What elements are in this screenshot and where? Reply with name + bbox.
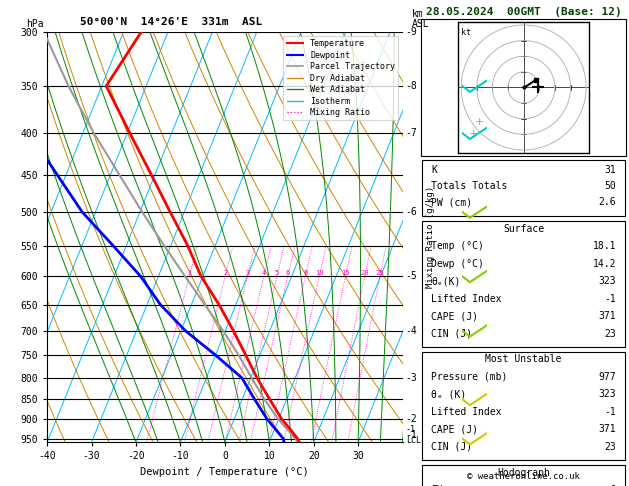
Text: CAPE (J): CAPE (J) (431, 424, 478, 434)
Text: kt: kt (461, 28, 471, 37)
Text: © weatheronline.co.uk: © weatheronline.co.uk (467, 472, 580, 481)
Text: -2: -2 (406, 415, 418, 424)
Text: hPa: hPa (26, 19, 44, 29)
Text: 977: 977 (599, 372, 616, 382)
Text: Dewp (°C): Dewp (°C) (431, 259, 484, 269)
Text: Most Unstable: Most Unstable (486, 354, 562, 364)
Text: -1: -1 (604, 407, 616, 417)
Text: 1: 1 (187, 270, 191, 277)
Text: 15: 15 (342, 270, 350, 277)
Text: 14.2: 14.2 (593, 259, 616, 269)
Text: +: + (469, 129, 478, 139)
Text: 2: 2 (223, 270, 227, 277)
Text: 20: 20 (360, 270, 369, 277)
Text: 1: 1 (611, 485, 616, 486)
Text: 10: 10 (315, 270, 323, 277)
Bar (423, 465, 625, 486)
Text: 323: 323 (599, 276, 616, 286)
Text: Mixing Ratio (g/kg): Mixing Ratio (g/kg) (426, 186, 435, 288)
Text: Temp (°C): Temp (°C) (431, 241, 484, 251)
Text: 23: 23 (604, 442, 616, 452)
Text: 50: 50 (604, 181, 616, 191)
Text: 50°00'N  14°26'E  331m  ASL: 50°00'N 14°26'E 331m ASL (81, 17, 263, 27)
Text: 371: 371 (599, 424, 616, 434)
Text: 2.6: 2.6 (599, 197, 616, 207)
Text: 8: 8 (303, 270, 308, 277)
Bar (423, 221, 625, 347)
Text: 4: 4 (262, 270, 266, 277)
Text: 6: 6 (286, 270, 290, 277)
Text: EH: EH (431, 485, 443, 486)
Text: CIN (J): CIN (J) (431, 442, 472, 452)
Text: CIN (J): CIN (J) (431, 329, 472, 339)
Text: 371: 371 (599, 311, 616, 321)
Text: -5: -5 (406, 271, 418, 281)
Text: Pressure (mb): Pressure (mb) (431, 372, 508, 382)
Text: Totals Totals: Totals Totals (431, 181, 508, 191)
Text: 323: 323 (599, 389, 616, 399)
Text: -9: -9 (406, 27, 418, 36)
Text: K: K (431, 165, 437, 175)
Bar (423, 352, 625, 460)
Text: PW (cm): PW (cm) (431, 197, 472, 207)
Text: Surface: Surface (503, 224, 544, 234)
Text: Hodograph: Hodograph (497, 468, 550, 478)
Text: 23: 23 (604, 329, 616, 339)
Text: -4: -4 (406, 326, 418, 336)
Legend: Temperature, Dewpoint, Parcel Trajectory, Dry Adiabat, Wet Adiabat, Isotherm, Mi: Temperature, Dewpoint, Parcel Trajectory… (284, 36, 398, 121)
Text: Lifted Index: Lifted Index (431, 294, 501, 304)
Text: 5: 5 (275, 270, 279, 277)
Text: -1: -1 (406, 430, 418, 440)
Text: +: + (476, 117, 484, 127)
Text: θₑ(K): θₑ(K) (431, 276, 460, 286)
Text: 3: 3 (245, 270, 250, 277)
Text: -6: -6 (406, 207, 418, 217)
Text: θₑ (K): θₑ (K) (431, 389, 466, 399)
Text: 28.05.2024  00GMT  (Base: 12): 28.05.2024 00GMT (Base: 12) (426, 7, 621, 17)
Text: -3: -3 (406, 373, 418, 383)
Text: -1: -1 (604, 294, 616, 304)
Bar (421, 19, 626, 156)
Text: km
ASL: km ASL (412, 9, 430, 29)
Text: -7: -7 (406, 128, 418, 138)
Text: CAPE (J): CAPE (J) (431, 311, 478, 321)
Text: 25: 25 (376, 270, 384, 277)
Text: Lifted Index: Lifted Index (431, 407, 501, 417)
X-axis label: Dewpoint / Temperature (°C): Dewpoint / Temperature (°C) (140, 467, 309, 477)
Text: -8: -8 (406, 81, 418, 91)
Text: 18.1: 18.1 (593, 241, 616, 251)
Text: 31: 31 (604, 165, 616, 175)
Text: -1
LCL: -1 LCL (406, 425, 421, 445)
Bar (423, 160, 625, 216)
